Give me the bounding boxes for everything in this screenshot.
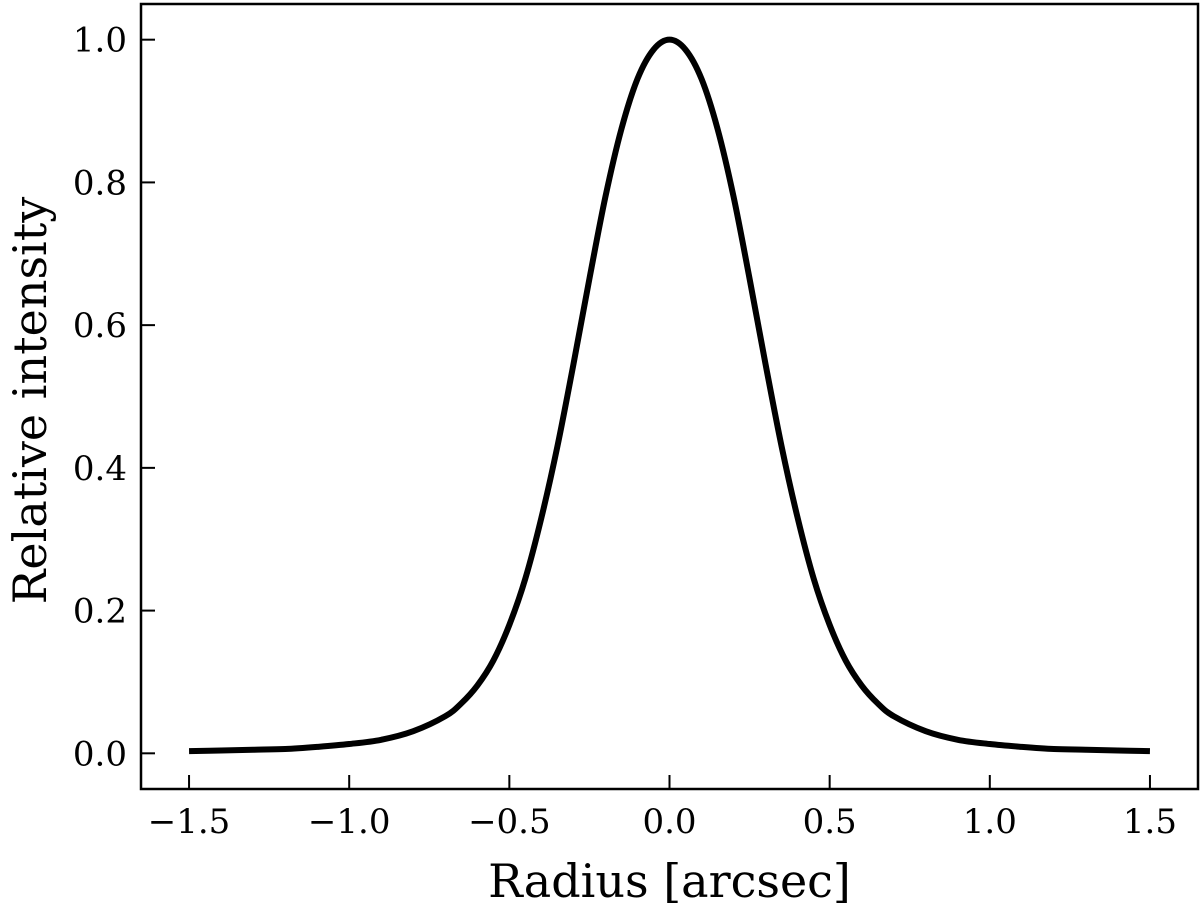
labels-layer: −1.5 −1.0 −0.5 0.0 0.5 1.0 1.5 0.0 0.2 0.4 0.6 0.8 1… <box>73 21 1177 842</box>
y-tick-label: 0.0 <box>73 734 127 774</box>
x-tick-label: 0.0 <box>642 802 696 842</box>
plot-frame <box>139 2 1200 791</box>
ticks-layer <box>141 38 1151 789</box>
x-tick-label: 1.5 <box>1123 802 1177 842</box>
y-tick-label: 0.2 <box>73 592 127 632</box>
y-tick-label: 1.0 <box>73 21 127 61</box>
y-tick-label: 0.8 <box>73 163 127 203</box>
x-tick-label: −1.5 <box>148 802 231 842</box>
y-tick-label: 0.6 <box>73 306 127 346</box>
x-tick-label: −1.0 <box>308 802 391 842</box>
x-axis-title: Radius [arcsec] <box>488 854 851 908</box>
x-tick-label: 1.0 <box>963 802 1017 842</box>
y-axis-title: Relative intensity <box>3 197 57 605</box>
y-tick-label: 0.4 <box>73 449 127 489</box>
intensity-profile-line <box>188 36 1151 755</box>
x-tick-label: −0.5 <box>468 802 551 842</box>
series-layer <box>188 36 1151 755</box>
x-tick-label: 0.5 <box>803 802 857 842</box>
